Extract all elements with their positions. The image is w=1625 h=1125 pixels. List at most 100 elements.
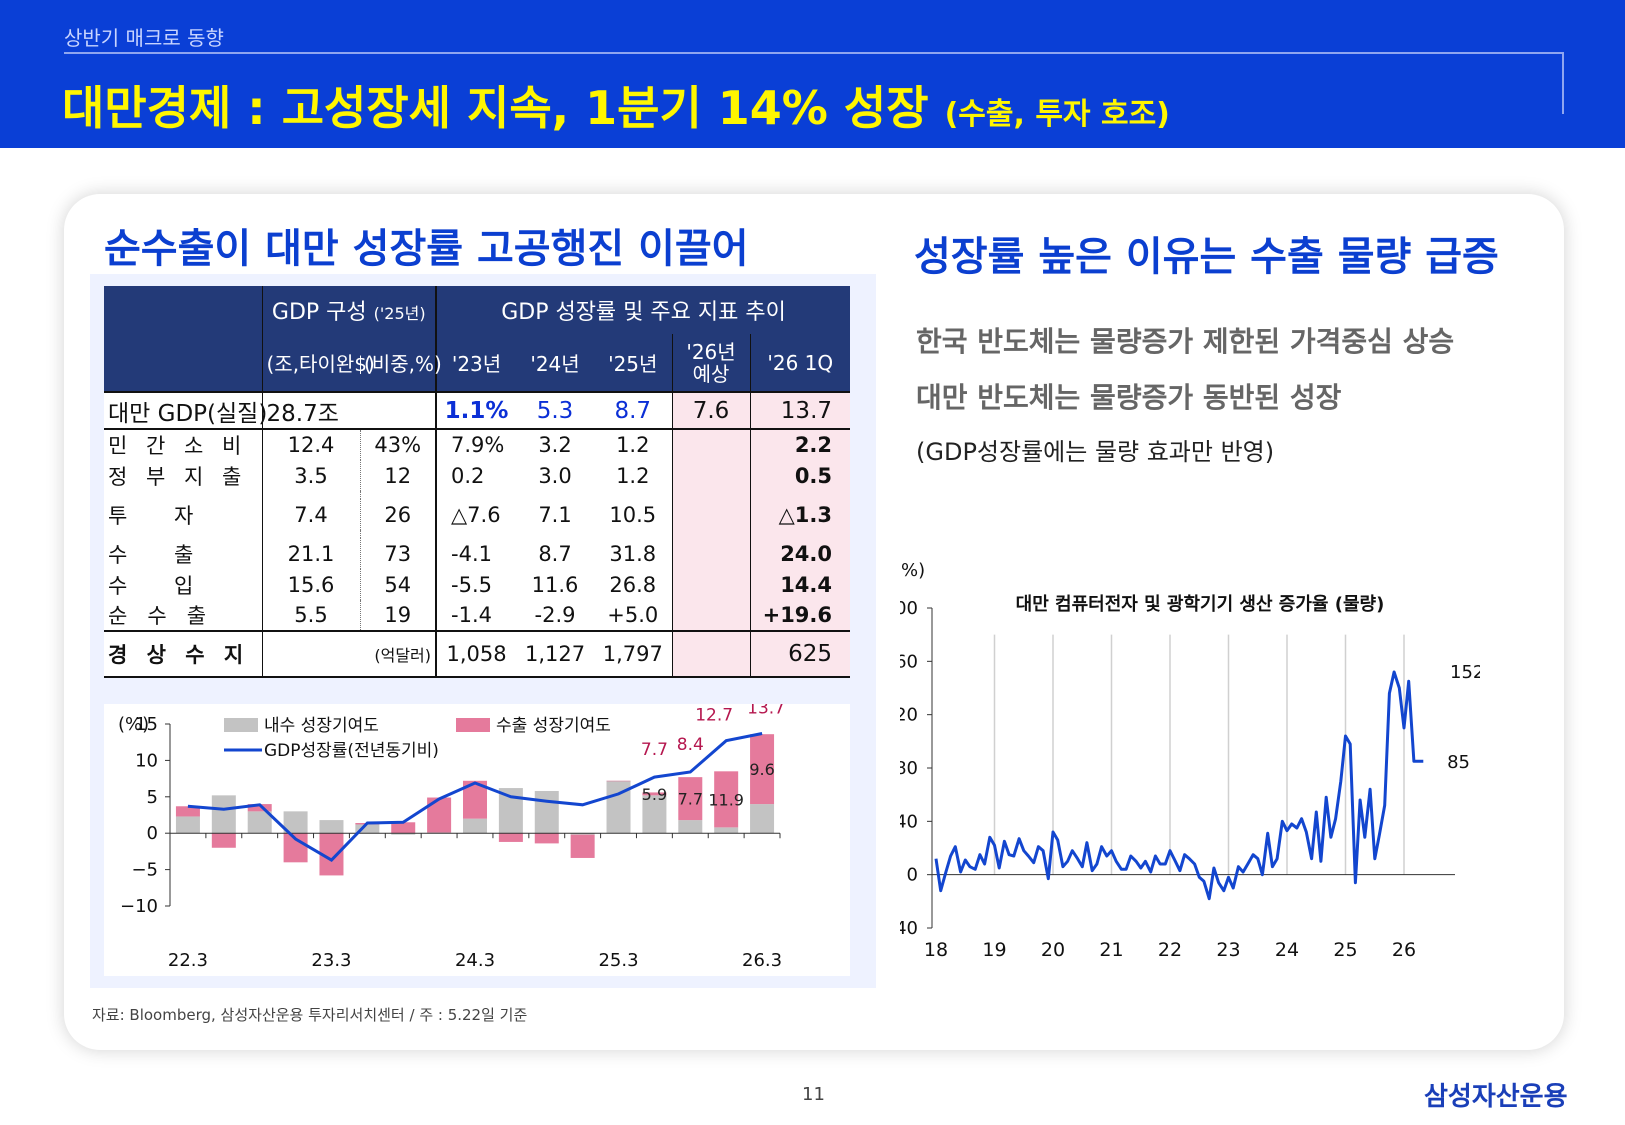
header-2026-forecast-line2: 예상 — [692, 361, 730, 386]
y-tick-label: 5 — [147, 787, 158, 808]
cell-share: 19 — [359, 600, 437, 631]
cell-2026-q1: 2.2 — [749, 429, 851, 460]
gdp-table: GDP 구성 ('25년) GDP 성장률 및 주요 지표 추이 (조,타이완$… — [104, 286, 851, 678]
bar-domestic — [678, 820, 703, 834]
bar-export — [606, 780, 631, 782]
data-label-export: 7.7 — [678, 790, 703, 809]
commentary-note: (GDP성장률에는 물량 효과만 반영) — [916, 438, 1275, 466]
cell-share: 12 — [359, 460, 437, 491]
series-line-gdp-growth — [187, 732, 763, 862]
gdp-contribution-chart: 15 10 5 0 −5 −10 (%) 22.3 23.3 24.3 25.3 26.3 7.7 8.4… — [118, 704, 785, 971]
bar-export — [678, 777, 703, 821]
cell-2024: -2.9 — [516, 600, 595, 631]
bar-domestic — [642, 795, 667, 834]
table-header-blank-2 — [104, 334, 262, 392]
page-number: 11 — [802, 1084, 825, 1105]
cell-2025: +5.0 — [594, 600, 673, 631]
chart-title: 대만 컴퓨터전자 및 광학기기 생산 증가율 (물량) — [1016, 593, 1385, 615]
cell-share — [360, 391, 437, 430]
cell-2024: 7.1 — [516, 499, 595, 530]
x-tick-label: 24 — [1275, 939, 1299, 961]
y-tick-label: 0 — [907, 865, 918, 886]
cell-2026-forecast — [671, 569, 751, 600]
cell-unit: (억달러) — [261, 630, 437, 678]
header-2023: '23년 — [435, 334, 517, 392]
header-amount: (조,타이완$) — [261, 334, 375, 392]
cell-2023: -5.5 — [435, 569, 517, 600]
cell-2025: 8.7 — [594, 391, 673, 430]
legend-label-export: 수출 성장기여도 — [496, 716, 611, 736]
cell-share: 73 — [359, 538, 437, 569]
row-label: 정 부 지 출 — [104, 460, 262, 491]
table-header-row-1: GDP 구성 ('25년) GDP 성장률 및 주요 지표 추이 — [104, 286, 851, 334]
legend-label-domestic: 내수 성장기여도 — [264, 716, 379, 736]
x-tick-label: 26 — [1392, 939, 1416, 961]
page-title: 대만경제 : 고성장세 지속, 1분기 14% 성장 (수출, 투자 호조) — [62, 72, 1170, 138]
y-tick-label: −10 — [120, 896, 158, 917]
y-tick-label: −40 — [900, 918, 918, 939]
cell-2026-forecast — [671, 538, 751, 569]
cell-2025: 31.8 — [594, 538, 673, 569]
data-label-export: 5.9 — [642, 785, 667, 804]
cell-2024: 5.3 — [516, 391, 595, 430]
cell-2023: -1.4 — [435, 600, 517, 631]
y-tick-label: 120 — [900, 705, 918, 726]
row-label: 투 자 — [104, 499, 262, 530]
bar-export — [642, 792, 667, 796]
cell-2026-q1: 14.4 — [749, 569, 851, 600]
cell-2025: 1.2 — [594, 460, 673, 491]
cell-2026-forecast — [671, 429, 751, 460]
header-2024: '24년 — [516, 334, 595, 392]
bar-domestic — [247, 811, 272, 834]
row-label: 경 상 수 지 — [104, 630, 262, 678]
bar-domestic — [391, 833, 416, 835]
table-row: 수 입 15.6 54 -5.5 11.6 26.8 14.4 — [104, 569, 851, 600]
cell-amount: 5.5 — [261, 600, 360, 631]
table-header-blank — [104, 286, 262, 334]
header-gdp-composition-label: GDP 구성 — [271, 300, 367, 325]
bar-domestic — [750, 804, 775, 834]
row-label: 대만 GDP(실질) — [104, 391, 267, 430]
table-row: 순 수 출 5.5 19 -1.4 -2.9 +5.0 +19.6 — [104, 600, 851, 631]
cell-2026-q1: △1.3 — [749, 499, 851, 530]
y-tick-label: 0 — [147, 823, 158, 844]
cell-share: 26 — [359, 499, 437, 530]
cell-2026-forecast — [671, 460, 751, 491]
cell-2024: 8.7 — [516, 538, 595, 569]
cell-2024: 3.2 — [516, 429, 595, 460]
bar-domestic — [175, 816, 200, 834]
y-axis-unit: (%) — [118, 714, 149, 735]
cell-2023: -4.1 — [435, 538, 517, 569]
x-tick-label: 23.3 — [311, 950, 351, 971]
cell-amount: 3.5 — [261, 460, 360, 491]
legend-swatch-domestic — [224, 718, 258, 732]
commentary-line-korea: 한국 반도체는 물량증가 제한된 가격중심 상승 — [916, 325, 1455, 358]
bar-export — [570, 834, 595, 858]
bar-export — [391, 822, 416, 834]
data-label-latest: 85 — [1447, 752, 1470, 773]
y-tick-label: 80 — [900, 758, 918, 779]
data-label-gdp: 13.7 — [747, 704, 785, 718]
right-commentary: 한국 반도체는 물량증가 제한된 가격중심 상승 대만 반도체는 물량증가 동반… — [916, 320, 1454, 483]
y-tick-label: 40 — [900, 811, 918, 832]
bar-export — [247, 804, 272, 812]
table-row: 민 간 소 비 12.4 43% 7.9% 3.2 1.2 2.2 — [104, 429, 851, 460]
header-bar: 상반기 매크로 동향 대만경제 : 고성장세 지속, 1분기 14% 성장 (수… — [0, 0, 1625, 148]
cell-2025: 10.5 — [594, 499, 673, 530]
y-tick-label: 200 — [900, 598, 918, 619]
bar-export — [750, 734, 775, 805]
y-axis-unit: (%) — [900, 560, 925, 581]
left-section-title: 순수출이 대만 성장률 고공행진 이끌어 — [104, 226, 749, 272]
commentary-line-taiwan: 대만 반도체는 물량증가 동반된 성장 — [916, 381, 1342, 414]
data-label-gdp: 7.7 — [641, 740, 668, 760]
cell-amount: 15.6 — [261, 569, 360, 600]
bar-domestic — [498, 788, 523, 834]
data-label-export: 11.9 — [708, 790, 744, 809]
bar-domestic — [211, 795, 236, 834]
cell-amount: 7.4 — [261, 499, 360, 530]
header-divider — [64, 52, 1564, 54]
x-tick-label: 21 — [1099, 939, 1123, 961]
table-row: 수 출 21.1 73 -4.1 8.7 31.8 24.0 — [104, 538, 851, 569]
page-title-main: 대만경제 : 고성장세 지속, 1분기 14% 성장 — [62, 81, 929, 135]
header-2026-forecast: '26년 예상 — [671, 334, 751, 392]
